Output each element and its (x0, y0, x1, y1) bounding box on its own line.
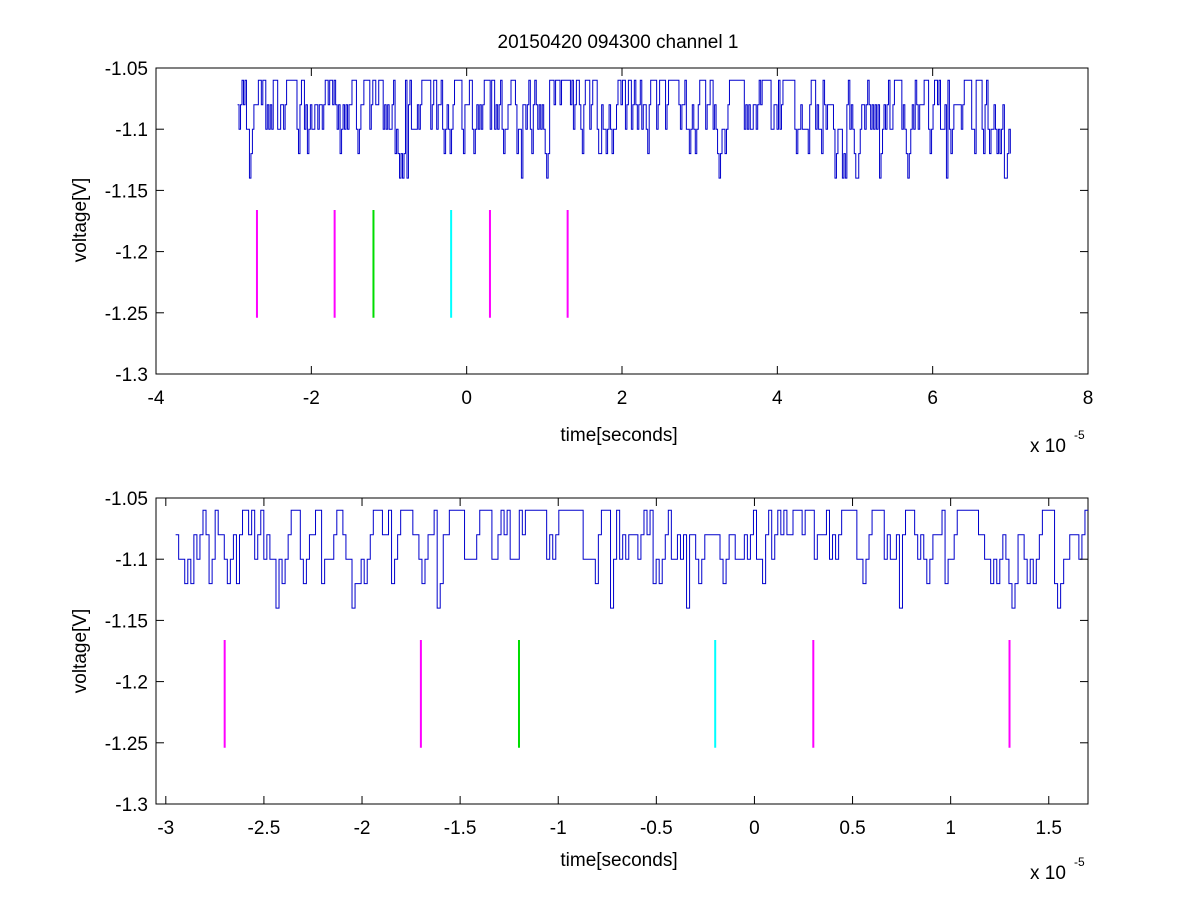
y-tick-label: -1.15 (105, 611, 148, 632)
plot-top-signal-layer (237, 79, 1011, 179)
x-tick-label: -3 (157, 818, 174, 839)
y-tick-label: -1.25 (105, 734, 148, 755)
x-tick-label: 1 (945, 818, 956, 839)
x-tick-label: 6 (927, 388, 938, 409)
plot-bottom-xticks: -3 -2.5 -2 -1.5 -1 -0.5 0 0.5 1 1.5 (157, 498, 1062, 839)
x-tick-label: 0 (461, 388, 472, 409)
x-tick-label: -4 (148, 388, 165, 409)
plot-bottom-x-multiplier: x 10 (1030, 863, 1066, 884)
x-tick-label: -1 (550, 818, 567, 839)
x-tick-label: 4 (772, 388, 783, 409)
x-tick-label: 2 (617, 388, 628, 409)
x-tick-label: -2 (303, 388, 320, 409)
y-tick-label: -1.2 (115, 673, 148, 694)
y-tick-label: -1.15 (105, 181, 148, 202)
x-tick-label: -0.5 (640, 818, 673, 839)
x-tick-label: 8 (1083, 388, 1094, 409)
voltage-signal-line (175, 509, 1088, 609)
y-tick-label: -1.1 (115, 120, 148, 141)
x-tick-label: 0 (749, 818, 760, 839)
plot-bottom-ylabel: voltage[V] (70, 609, 91, 694)
plot-bottom: -3 -2.5 -2 -1.5 -1 -0.5 0 0.5 1 1.5 -1.05 -1.1 -1.1… (70, 489, 1089, 884)
x-tick-label: 0.5 (839, 818, 865, 839)
plot-bottom-x-multiplier-exp: -5 (1074, 855, 1085, 869)
x-tick-label: -2 (354, 818, 371, 839)
y-tick-label: -1.05 (105, 489, 148, 510)
plot-top-yticks: -1.05 -1.1 -1.15 -1.2 -1.25 -1.3 (105, 59, 1088, 386)
y-tick-label: -1.3 (115, 795, 148, 816)
figure-title: 20150420 094300 channel 1 (498, 32, 739, 53)
plot-bottom-frame (155, 497, 1089, 805)
plot-bottom-signal-layer (175, 509, 1088, 609)
plot-top-xticks: -4 -2 0 2 4 6 8 (148, 68, 1094, 409)
plot-bottom-xlabel: time[seconds] (560, 850, 677, 871)
plot-bottom-marker-layer (223, 639, 1011, 748)
plot-top-x-multiplier-exp: -5 (1074, 428, 1085, 442)
voltage-signal-line (237, 79, 1011, 179)
plot-top-xlabel: time[seconds] (560, 425, 677, 446)
x-tick-label: -2.5 (248, 818, 281, 839)
y-tick-label: -1.25 (105, 304, 148, 325)
plot-top-x-multiplier: x 10 (1030, 436, 1066, 457)
x-tick-label: -1.5 (444, 818, 477, 839)
plot-bottom-yticks: -1.05 -1.1 -1.15 -1.2 -1.25 -1.3 (105, 489, 1088, 816)
y-tick-label: -1.1 (115, 550, 148, 571)
plot-top-marker-layer (255, 209, 569, 318)
plot-top: -4 -2 0 2 4 6 8 -1.05 -1.1 -1.15 -1.2 -1.25 -1.3 ti… (70, 59, 1093, 457)
y-tick-label: -1.05 (105, 59, 148, 80)
plot-top-ylabel: voltage[V] (70, 178, 91, 263)
y-tick-label: -1.2 (115, 243, 148, 264)
y-tick-label: -1.3 (115, 365, 148, 386)
x-tick-label: 1.5 (1036, 818, 1062, 839)
